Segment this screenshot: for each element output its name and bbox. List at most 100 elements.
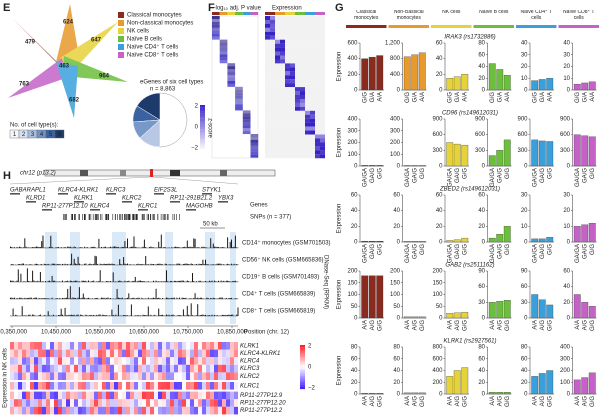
heatmap-cell: [118, 357, 122, 365]
heatmap-cell: [280, 102, 285, 107]
gene-body: [202, 193, 212, 195]
heatmap-cell: [158, 364, 162, 373]
y-tick-label: 0: [439, 88, 443, 94]
heatmap-cell: [202, 382, 206, 390]
heatmap-cell: [320, 59, 325, 64]
heatmap-cell: [280, 43, 285, 48]
track-signal: [185, 297, 187, 299]
heatmap-cell: [285, 130, 290, 135]
track-signal: [223, 247, 225, 248]
genotype-label: A/G: [455, 320, 461, 331]
track-signal: [117, 297, 119, 299]
track-signal: [91, 264, 93, 265]
y-tick-label: 800: [390, 56, 401, 62]
snp: [89, 214, 90, 220]
heatmap-cell: [186, 382, 190, 390]
track-signal: [104, 246, 106, 248]
heatmap-cell: [315, 79, 320, 84]
heatmap-cell: [210, 364, 214, 373]
heatmap-cell: [242, 131, 251, 135]
heatmap-cell: [320, 118, 325, 123]
heatmap-cell: [66, 364, 70, 373]
heatmap-cell: [102, 391, 106, 400]
heatmap-cell: [26, 382, 30, 390]
heatmap-cell: [295, 126, 300, 131]
heatmap-cell: [270, 87, 275, 92]
heatmap-cell: [58, 382, 62, 390]
heatmap-cell: [300, 59, 305, 64]
snp: [134, 214, 136, 220]
heatmap-cell: [320, 110, 325, 115]
heatmap-cell: [320, 87, 325, 92]
heatmap-cell: [210, 391, 214, 400]
track-signal: [91, 281, 93, 282]
colorbar: [300, 375, 305, 379]
track-signal: [116, 288, 118, 299]
track-signal: [179, 297, 180, 299]
genotype-label: GA/GA: [533, 244, 539, 263]
heatmap-cell: [242, 119, 251, 123]
heatmap-cell: [227, 77, 236, 81]
heatmap-cell: [170, 406, 174, 415]
track-signal: [188, 281, 190, 282]
track-signal: [64, 263, 66, 265]
heatmap-cell: [22, 399, 26, 407]
y-tick-label: 900: [560, 117, 571, 123]
heatmap-cell: [122, 382, 126, 390]
track-signal: [67, 288, 69, 299]
heatmap-cell: [315, 75, 320, 80]
heatmap-bg: [211, 15, 259, 159]
y-tick-label: 40: [436, 56, 443, 62]
y-tick-label: 30: [563, 193, 570, 199]
heatmap-cell: [118, 364, 122, 373]
heatmap-cell: [285, 95, 290, 99]
heatmap-cell: [102, 372, 106, 380]
track-signal: [168, 298, 170, 299]
heatmap-cell: [86, 357, 90, 365]
snp: [105, 214, 106, 220]
track-signal: [81, 280, 83, 282]
heatmap-cell: [194, 349, 198, 358]
heatmap-cell: [280, 98, 285, 103]
gene-body: [106, 193, 116, 195]
heatmap-cell: [154, 382, 158, 390]
heatmap-cell: [206, 372, 210, 380]
heatmap-cell: [234, 406, 238, 415]
header-bar: [235, 12, 243, 15]
y-tick-label: 200: [390, 269, 401, 275]
heatmap-cell: [78, 391, 82, 400]
heatmap-cell: [142, 357, 146, 365]
track-signal: [184, 315, 186, 316]
heatmap-cell: [150, 406, 154, 415]
venn-count: 647: [91, 38, 102, 44]
heatmap-cell: [285, 114, 290, 119]
track-signal: [52, 263, 54, 265]
track-signal: [231, 239, 232, 248]
heatmap-cell: [265, 122, 270, 127]
heatmap-cell: [154, 399, 158, 407]
heatmap-cell: [102, 342, 106, 350]
heatmap-cell: [235, 98, 243, 102]
snp: [164, 214, 165, 220]
heat-row-label: KLRC4: [240, 359, 260, 365]
y-tick-label: 600: [347, 41, 358, 47]
genotype-label: GA/G: [583, 244, 589, 259]
heatmap-cell: [280, 31, 285, 36]
header-bar: [346, 25, 387, 28]
heatmap-cell: [310, 154, 315, 159]
snp: [72, 214, 73, 220]
track-signal: [93, 246, 95, 248]
heatmap-cell: [218, 399, 222, 407]
genotype-label: A/G: [498, 320, 504, 331]
bar: [376, 55, 384, 91]
track-signal: [202, 246, 204, 248]
heatmap-cell: [158, 357, 162, 365]
heatmap-cell: [295, 35, 300, 40]
track-signal: [19, 264, 21, 265]
heatmap-cell: [138, 342, 142, 350]
track-signal: [176, 263, 178, 265]
genotype-label: G/G: [420, 396, 426, 407]
heatmap-cell: [270, 138, 275, 143]
y-tick-label: 0: [482, 316, 486, 322]
heatmap-cell: [265, 59, 270, 64]
